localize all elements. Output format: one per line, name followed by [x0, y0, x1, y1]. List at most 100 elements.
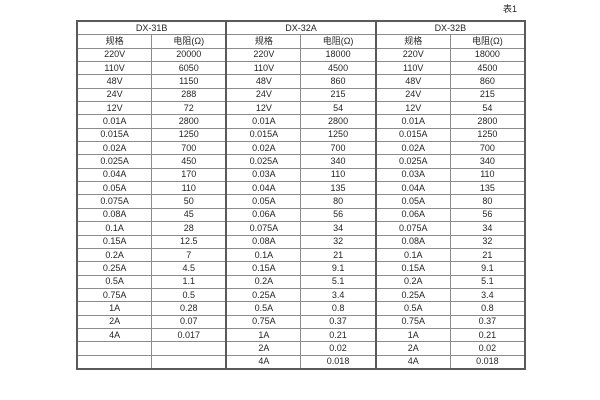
spec-cell: 0.05A	[225, 194, 302, 209]
table-row: 2A 0.02 2A 0.02	[76, 341, 526, 356]
spec-cell: 0.015A	[225, 127, 302, 143]
spec-cell: 2A	[374, 341, 451, 356]
spec-cell: 12V	[225, 101, 302, 116]
spec-cell	[76, 341, 153, 356]
resistance-cell: 860	[449, 74, 526, 89]
resistance-cell: 2800	[449, 114, 526, 129]
spec-cell: 48V	[225, 74, 302, 89]
resistance-cell: 54	[449, 101, 526, 116]
resistance-cell: 0.8	[300, 301, 377, 316]
spec-cell: 0.04A	[374, 181, 451, 196]
spec-cell: 220V	[225, 47, 302, 63]
resistance-cell: 54	[300, 101, 377, 116]
table-row: 0.02A 700 0.02A 700 0.02A 700	[76, 141, 526, 156]
resistance-cell: 215	[300, 87, 377, 103]
spec-cell: 1A	[225, 327, 302, 343]
spec-cell: 0.25A	[225, 287, 302, 303]
spec-cell: 0.02A	[225, 141, 302, 156]
table-row: 0.08A 45 0.06A 56 0.06A 56	[76, 207, 526, 223]
resistance-cell: 340	[449, 154, 526, 169]
spec-cell: 24V	[374, 87, 451, 103]
resistance-cell: 135	[449, 181, 526, 196]
spec-cell: 0.5A	[374, 301, 451, 316]
resistance-cell: 4500	[449, 61, 526, 76]
spec-cell: 0.075A	[225, 221, 302, 236]
spec-cell: 0.15A	[374, 261, 451, 276]
resistance-cell: 18000	[449, 47, 526, 63]
spec-cell: 0.03A	[374, 167, 451, 183]
resistance-cell: 56	[449, 207, 526, 223]
spec-cell: 0.06A	[374, 207, 451, 223]
table-row: 0.025A 450 0.025A 340 0.025A 340	[76, 154, 526, 169]
spec-cell: 0.04A	[225, 181, 302, 196]
spec-cell: 0.2A	[76, 247, 153, 263]
spec-cell: 110V	[76, 61, 153, 76]
resistance-cell: 9.1	[300, 261, 377, 276]
resistance-cell: 34	[449, 221, 526, 236]
resistance-cell: 18000	[300, 47, 377, 63]
table-row: 0.2A 7 0.1A 21 0.1A 21	[76, 247, 526, 263]
resistance-cell: 135	[300, 181, 377, 196]
resistance-cell: 0.21	[449, 327, 526, 343]
spec-cell: 0.025A	[374, 154, 451, 169]
resistance-cell: 5.1	[300, 274, 377, 289]
table-row: 0.015A 1250 0.015A 1250 0.015A 1250	[76, 127, 526, 143]
column-header-row: 规格 电阻(Ω) 规格 电阻(Ω) 规格 电阻(Ω)	[76, 34, 526, 49]
spec-cell: 0.06A	[225, 207, 302, 223]
table-row: 0.075A 50 0.05A 80 0.05A 80	[76, 194, 526, 209]
resistance-cell: 700	[449, 141, 526, 156]
table-row: 0.1A 28 0.075A 34 0.075A 34	[76, 221, 526, 236]
spec-cell: 12V	[374, 101, 451, 116]
resistance-cell: 80	[300, 194, 377, 209]
table-row: 4A 0.018 4A 0.018	[76, 354, 526, 370]
resistance-cell: 110	[151, 181, 227, 196]
resistance-cell: 0.8	[449, 301, 526, 316]
resistance-cell: 32	[449, 234, 526, 249]
spec-cell: 0.08A	[76, 207, 153, 223]
spec-cell: 0.1A	[374, 247, 451, 263]
resistance-cell: 28	[151, 221, 227, 236]
resistance-column-header: 电阻(Ω)	[300, 34, 377, 49]
spec-cell: 4A	[225, 354, 302, 370]
spec-cell: 0.04A	[76, 167, 153, 183]
spec-cell: 2A	[225, 341, 302, 356]
spec-cell: 0.025A	[76, 154, 153, 169]
spec-cell: 0.2A	[374, 274, 451, 289]
resistance-cell: 0.018	[449, 354, 526, 370]
resistance-cell: 700	[151, 141, 227, 156]
resistance-cell: 9.1	[449, 261, 526, 276]
table-row: 0.04A 170 0.03A 110 0.03A 110	[76, 167, 526, 183]
table-row: 0.15A 12.5 0.08A 32 0.08A 32	[76, 234, 526, 249]
resistance-cell: 5.1	[449, 274, 526, 289]
resistance-cell: 0.21	[300, 327, 377, 343]
table-row: 12V 72 12V 54 12V 54	[76, 101, 526, 116]
resistance-cell: 2800	[151, 114, 227, 129]
table-row: 0.25A 4.5 0.15A 9.1 0.15A 9.1	[76, 261, 526, 276]
resistance-cell: 110	[449, 167, 526, 183]
spec-cell: 0.01A	[225, 114, 302, 129]
table-row: 24V 288 24V 215 24V 215	[76, 87, 526, 103]
resistance-table: DX-31B DX-32A DX-32B 规格 电阻(Ω) 规格 电阻(Ω) 规…	[76, 20, 526, 370]
resistance-cell: 4500	[300, 61, 377, 76]
resistance-cell: 3.4	[449, 287, 526, 303]
resistance-cell: 288	[151, 87, 227, 103]
resistance-cell: 700	[300, 141, 377, 156]
spec-cell: 220V	[76, 47, 153, 63]
spec-column-header: 规格	[374, 34, 451, 49]
resistance-cell: 56	[300, 207, 377, 223]
spec-cell: 0.2A	[225, 274, 302, 289]
spec-cell: 0.05A	[76, 181, 153, 196]
table-caption: 表1	[503, 4, 518, 14]
resistance-cell: 1250	[449, 127, 526, 143]
resistance-cell: 1250	[151, 127, 227, 143]
spec-cell: 0.025A	[225, 154, 302, 169]
spec-cell: 110V	[374, 61, 451, 76]
spec-cell: 4A	[76, 327, 153, 343]
resistance-cell: 1150	[151, 74, 227, 89]
spec-cell: 0.075A	[374, 221, 451, 236]
resistance-cell: 215	[449, 87, 526, 103]
spec-cell: 0.08A	[374, 234, 451, 249]
group-header-row: DX-31B DX-32A DX-32B	[76, 20, 526, 36]
spec-cell: 24V	[225, 87, 302, 103]
